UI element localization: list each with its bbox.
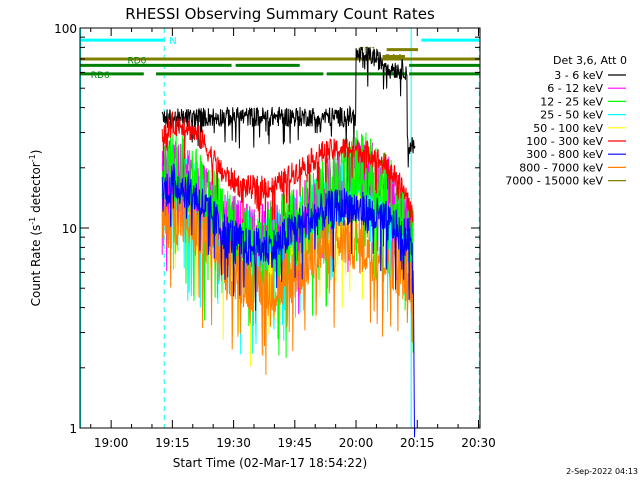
legend-label-8: 7000 - 15000 keV [505,175,603,188]
chart-title: RHESSI Observing Summary Count Rates [125,5,435,23]
legend-label-2: 12 - 25 keV [540,95,603,108]
y-tick-label-1: 10 [62,222,77,236]
night-bar-label: N [169,36,176,47]
series-group [161,46,416,438]
series-line-0 [161,46,416,168]
x-axis-label: Start Time (02-Mar-17 18:54:22) [173,456,367,470]
x-tick-label-1: 19:15 [155,436,190,450]
series-line-5 [161,110,414,229]
legend-label-7: 800 - 7000 keV [519,161,603,174]
footer-timestamp: 2-Sep-2022 04:13 [566,467,638,476]
series-line-6 [161,163,416,438]
x-tick-label-0: 19:00 [94,436,129,450]
legend-label-6: 300 - 800 keV [526,148,603,161]
x-tick-label-5: 20:15 [400,436,435,450]
x-tick-label-6: 20:30 [461,436,496,450]
y-axis-label: Count Rate (s-1 detector-1) [28,150,43,307]
legend-label-1: 6 - 12 keV [547,82,603,95]
axes: 19:00 19:15 19:30 19:45 20:00 20:15 20:30 1 10 10… [54,22,496,450]
y-tick-label-0: 1 [69,422,77,436]
x-tick-label-4: 20:00 [339,436,374,450]
legend-label-0: 3 - 6 keV [554,69,603,82]
attenuator-bars: N FD1 RD0 RD6 SAA [80,36,480,81]
legend-label-3: 25 - 50 keV [540,109,603,122]
y-tick-label-2: 100 [54,22,77,36]
state-bar-label-saa: SAA [385,54,404,64]
state-bar-label-rd0: RD0 [127,56,146,66]
legend-label-5: 100 - 300 keV [526,135,603,148]
legend-header: Det 3,6, Att 0 [553,54,627,67]
state-bar-label-fd1: FD1 [359,47,377,57]
x-tick-label-2: 19:30 [216,436,251,450]
series-line-7 [161,186,414,375]
x-tick-label-3: 19:45 [278,436,313,450]
series-line-2 [161,130,414,359]
state-bar-label-rd6: RD6 [91,71,110,81]
legend-label-4: 50 - 100 keV [533,122,603,135]
